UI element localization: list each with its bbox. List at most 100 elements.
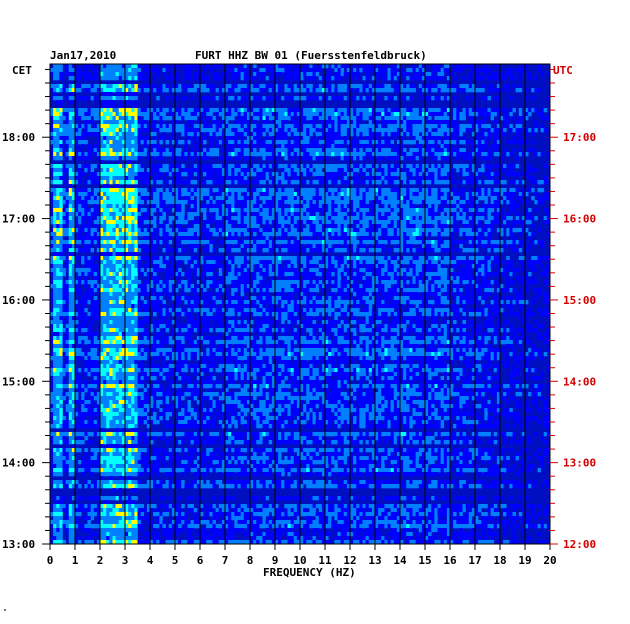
spectrogram-cell: [321, 172, 326, 177]
spectrogram-cell: [418, 212, 423, 217]
spectrogram-cell: [56, 72, 60, 77]
spectrogram-cell: [65, 128, 70, 133]
spectrogram-cell: [250, 116, 254, 121]
spectrogram-cell: [112, 112, 116, 117]
spectrogram-cell: [93, 180, 98, 185]
spectrogram-cell: [215, 180, 220, 185]
spectrogram-cell: [500, 208, 504, 213]
spectrogram-cell: [281, 196, 285, 201]
spectrogram-cell: [165, 64, 170, 69]
spectrogram-cell: [190, 64, 195, 69]
spectrogram-cell: [281, 220, 285, 225]
spectrogram-cell: [106, 200, 110, 205]
spectrogram-cell: [121, 72, 126, 77]
spectrogram-cell: [312, 96, 316, 101]
spectrogram-cell: [290, 172, 295, 177]
spectrogram-cell: [143, 236, 148, 241]
spectrogram-cell: [325, 112, 329, 117]
spectrogram-cell: [409, 176, 413, 181]
spectrogram-cell: [425, 132, 429, 137]
spectrogram-cell: [228, 208, 232, 213]
spectrogram-cell: [131, 208, 135, 213]
spectrogram-cell: [421, 96, 426, 101]
spectrogram-cell: [384, 140, 388, 145]
spectrogram-cell: [78, 112, 82, 117]
spectrogram-cell: [446, 140, 451, 145]
spectrogram-cell: [68, 200, 73, 205]
spectrogram-cell: [196, 120, 201, 125]
spectrogram-cell: [53, 116, 57, 121]
spectrogram-cell: [78, 168, 82, 173]
spectrogram-cell: [296, 148, 301, 153]
spectrogram-cell: [306, 224, 310, 229]
spectrogram-cell: [346, 168, 351, 173]
spectrogram-cell: [281, 152, 285, 157]
spectrogram-cell: [146, 84, 151, 89]
spectrogram-cell: [184, 156, 188, 161]
spectrogram-cell: [253, 196, 257, 201]
spectrogram-cell: [237, 224, 241, 229]
spectrogram-cell: [493, 136, 498, 141]
spectrogram-cell: [415, 136, 420, 141]
spectrogram-cell: [315, 68, 320, 73]
spectrogram-cell: [371, 108, 376, 113]
spectrogram-cell: [125, 140, 129, 145]
spectrogram-cell: [415, 228, 420, 233]
spectrogram-cell: [231, 188, 235, 193]
spectrogram-cell: [346, 128, 351, 133]
spectrogram-cell: [237, 132, 241, 137]
spectrogram-cell: [125, 84, 129, 89]
spectrogram-cell: [106, 156, 110, 161]
spectrogram-cell: [171, 120, 176, 125]
spectrogram-cell: [206, 132, 210, 137]
spectrogram-cell: [253, 116, 257, 121]
spectrogram-cell: [218, 228, 223, 233]
spectrogram-cell: [468, 164, 473, 169]
spectrogram-cell: [175, 152, 179, 157]
spectrogram-cell: [425, 88, 429, 93]
spectrogram-cell: [387, 228, 391, 233]
spectrogram-cell: [100, 208, 104, 213]
spectrogram-cell: [340, 128, 345, 133]
spectrogram-cell: [537, 112, 541, 117]
spectrogram-cell: [300, 148, 304, 153]
spectrogram-cell: [496, 136, 501, 141]
spectrogram-cell: [303, 116, 307, 121]
spectrogram-cell: [128, 212, 132, 217]
spectrogram-cell: [409, 120, 413, 125]
spectrogram-cell: [331, 204, 335, 209]
spectrogram-cell: [528, 236, 532, 241]
spectrogram-cell: [350, 236, 354, 241]
spectrogram-cell: [359, 172, 363, 177]
spectrogram-cell: [337, 172, 341, 177]
spectrogram-cell: [365, 216, 370, 221]
spectrogram-cell: [318, 220, 323, 225]
spectrogram-cell: [165, 152, 170, 157]
spectrogram-cell: [81, 216, 85, 221]
spectrogram-cell: [196, 168, 201, 173]
spectrogram-cell: [140, 76, 145, 81]
spectrogram-cell: [131, 124, 135, 129]
spectrogram-cell: [231, 228, 235, 233]
spectrogram-cell: [181, 204, 185, 209]
spectrogram-cell: [162, 132, 166, 137]
spectrogram-cell: [209, 208, 213, 213]
spectrogram-cell: [175, 140, 179, 145]
spectrogram-cell: [390, 128, 395, 133]
spectrogram-cell: [228, 144, 232, 149]
spectrogram-cell: [456, 228, 460, 233]
spectrogram-cell: [490, 180, 495, 185]
spectrogram-cell: [475, 72, 479, 77]
spectrogram-cell: [309, 68, 313, 73]
spectrogram-cell: [390, 216, 395, 221]
spectrogram-cell: [321, 204, 326, 209]
spectrogram-cell: [281, 144, 285, 149]
spectrogram-cell: [78, 172, 82, 177]
spectrogram-cell: [262, 64, 266, 69]
spectrogram-cell: [168, 136, 173, 141]
spectrogram-cell: [187, 152, 191, 157]
spectrogram-cell: [356, 108, 360, 113]
spectrogram-cell: [240, 136, 245, 141]
spectrogram-cell: [168, 128, 173, 133]
spectrogram-cell: [490, 224, 495, 229]
